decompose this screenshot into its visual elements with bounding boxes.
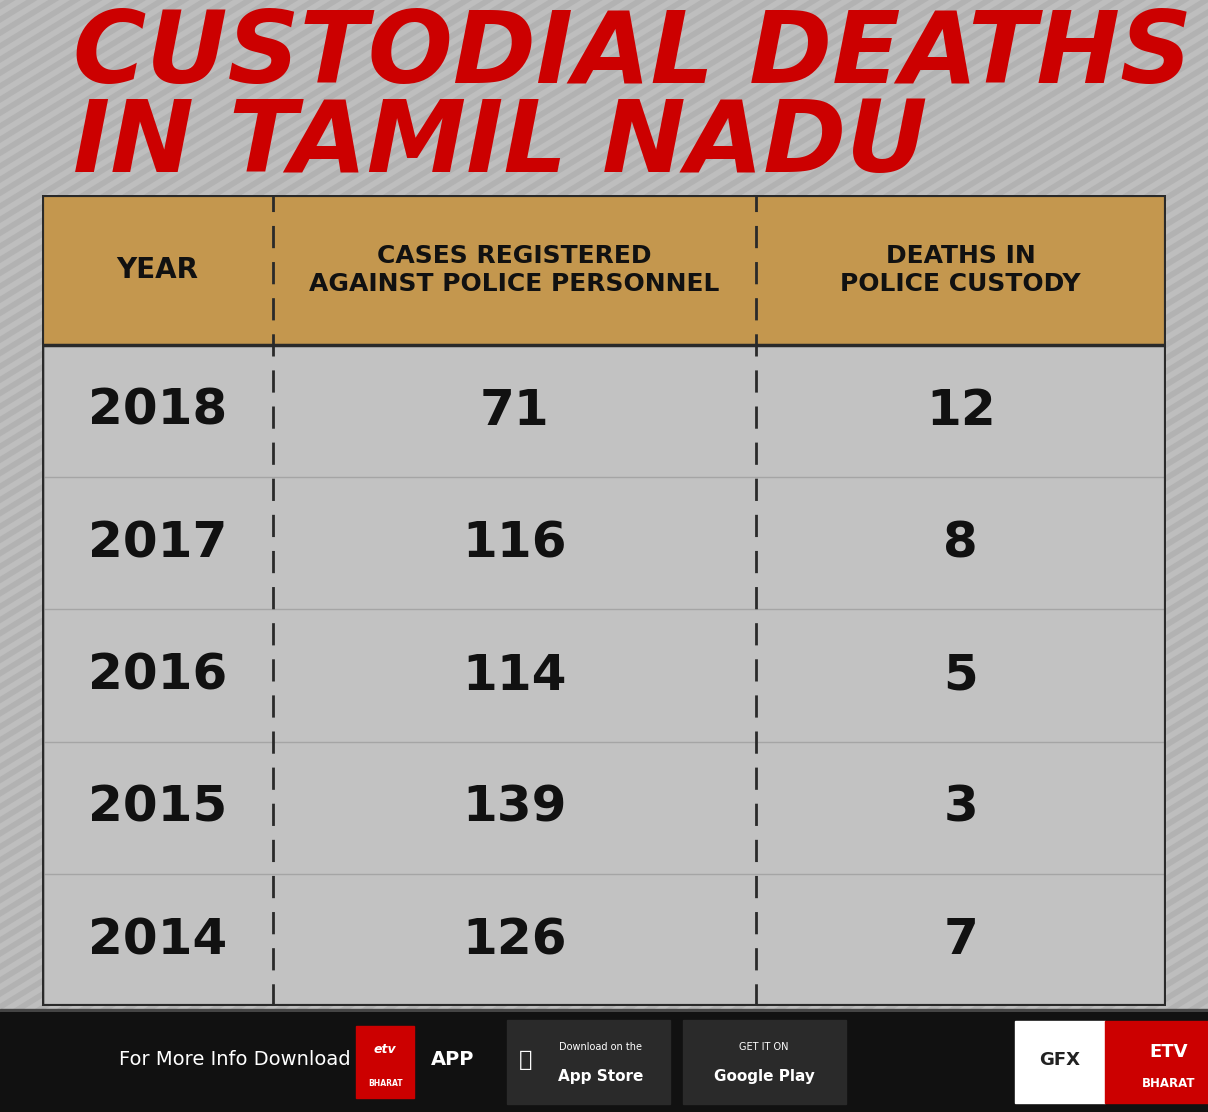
Polygon shape	[0, 0, 885, 1112]
Polygon shape	[0, 0, 233, 1112]
Polygon shape	[0, 0, 798, 1112]
Polygon shape	[519, 0, 1208, 1112]
Polygon shape	[259, 0, 1208, 1112]
Text: 114: 114	[461, 652, 567, 699]
Text: CUSTODIAL DEATHS: CUSTODIAL DEATHS	[72, 7, 1192, 103]
Polygon shape	[1107, 0, 1208, 1112]
Polygon shape	[0, 0, 581, 1112]
Polygon shape	[563, 0, 1208, 1112]
Text: GET IT ON: GET IT ON	[739, 1042, 789, 1052]
Text: 5: 5	[943, 652, 978, 699]
Polygon shape	[737, 0, 1208, 1112]
Text: Google Play: Google Play	[714, 1070, 814, 1084]
Text: 2018: 2018	[88, 387, 227, 435]
Polygon shape	[0, 0, 690, 1112]
Polygon shape	[933, 0, 1208, 1112]
Polygon shape	[693, 0, 1208, 1112]
Polygon shape	[411, 0, 1208, 1112]
Polygon shape	[63, 0, 1208, 1112]
Text: BHARAT: BHARAT	[1142, 1078, 1196, 1091]
Polygon shape	[976, 0, 1208, 1112]
Text: 12: 12	[925, 387, 995, 435]
Text: 2015: 2015	[88, 784, 227, 832]
Polygon shape	[0, 0, 146, 1112]
Bar	[356, 1026, 414, 1098]
Text: BHARAT: BHARAT	[368, 1080, 402, 1089]
Polygon shape	[780, 0, 1208, 1112]
Polygon shape	[1020, 0, 1208, 1112]
Polygon shape	[954, 0, 1208, 1112]
Polygon shape	[476, 0, 1208, 1112]
Text: 126: 126	[461, 916, 567, 964]
Polygon shape	[0, 0, 864, 1112]
Polygon shape	[998, 0, 1208, 1112]
Polygon shape	[0, 0, 320, 1112]
Polygon shape	[650, 0, 1208, 1112]
Polygon shape	[628, 0, 1208, 1112]
Polygon shape	[215, 0, 1208, 1112]
Polygon shape	[0, 0, 929, 1112]
Polygon shape	[0, 0, 298, 1112]
Polygon shape	[715, 0, 1208, 1112]
Text: : 	[518, 1050, 533, 1070]
Polygon shape	[0, 0, 733, 1112]
Bar	[1105, 1021, 1208, 1103]
Polygon shape	[0, 0, 59, 1112]
Polygon shape	[0, 0, 385, 1112]
Polygon shape	[0, 0, 842, 1112]
Polygon shape	[672, 0, 1208, 1112]
Polygon shape	[367, 0, 1208, 1112]
Polygon shape	[389, 0, 1208, 1112]
Polygon shape	[759, 0, 1208, 1112]
Polygon shape	[432, 0, 1208, 1112]
Polygon shape	[867, 0, 1208, 1112]
Polygon shape	[172, 0, 1208, 1112]
Polygon shape	[0, 0, 1059, 1112]
Polygon shape	[0, 0, 494, 1112]
Polygon shape	[1041, 0, 1208, 1112]
Polygon shape	[0, 0, 777, 1112]
Text: App Store: App Store	[558, 1070, 644, 1084]
Bar	[0, 1009, 1208, 1016]
Polygon shape	[19, 0, 1208, 1112]
Polygon shape	[0, 0, 1081, 1112]
Polygon shape	[0, 0, 1168, 1112]
Text: etv: etv	[374, 1043, 396, 1056]
Text: IN TAMIL NADU: IN TAMIL NADU	[72, 96, 928, 192]
Polygon shape	[0, 0, 255, 1112]
Polygon shape	[824, 0, 1208, 1112]
Polygon shape	[0, 0, 472, 1112]
Polygon shape	[0, 0, 625, 1112]
Polygon shape	[1085, 0, 1208, 1112]
Polygon shape	[541, 0, 1208, 1112]
Text: 2017: 2017	[88, 519, 227, 567]
Polygon shape	[106, 0, 1208, 1112]
Bar	[42, 195, 1166, 345]
Polygon shape	[237, 0, 1208, 1112]
Polygon shape	[324, 0, 1208, 1112]
Text: 2014: 2014	[88, 916, 227, 964]
Polygon shape	[0, 0, 190, 1112]
Polygon shape	[1194, 0, 1208, 1112]
Bar	[1015, 1021, 1105, 1103]
Polygon shape	[889, 0, 1208, 1112]
Text: 3: 3	[943, 784, 978, 832]
